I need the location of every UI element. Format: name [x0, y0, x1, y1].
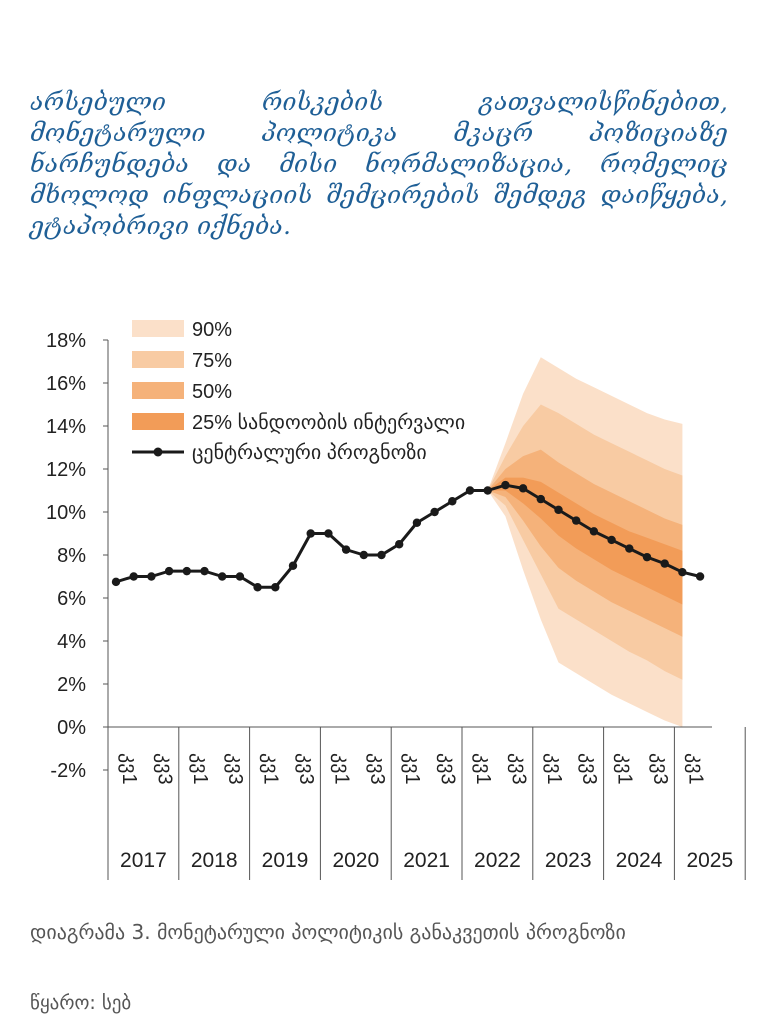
central-forecast-point [341, 545, 351, 554]
central-forecast-point [483, 486, 492, 495]
central-forecast-point [253, 583, 262, 592]
y-tick-label: 10% [46, 502, 86, 524]
central-forecast-point [324, 529, 333, 538]
quarter-label: კვ1 [684, 753, 706, 785]
year-label: 2022 [474, 849, 521, 872]
quarter-label: კვ3 [437, 753, 459, 785]
y-tick-label: 2% [57, 674, 86, 696]
year-label: 2023 [545, 849, 592, 872]
intro-paragraph: არსებული რისკების გათვალისწინებით, მონეტ… [30, 87, 728, 240]
year-label: 2017 [120, 849, 167, 872]
y-tick-label: 4% [57, 631, 86, 653]
legend-swatch [132, 320, 184, 337]
legend-swatch [132, 382, 184, 399]
y-tick-label: 18% [46, 330, 86, 352]
quarter-label: კვ3 [153, 753, 175, 785]
central-forecast-point [660, 559, 669, 568]
central-forecast-point [607, 535, 616, 545]
central-forecast-point [412, 518, 422, 527]
central-forecast-point [678, 568, 687, 577]
fan-chart: -2% 0% 2% 4% 6% 8% 10% 12% 14% 16% 18% კვ1 კვ3 2017 კვ… [46, 319, 746, 880]
year-label: 2025 [686, 849, 733, 872]
y-tick-label: -2% [50, 760, 86, 782]
y-tick-label: 8% [57, 545, 86, 567]
legend-label: 90% [192, 319, 232, 341]
quarter-label: კვ1 [189, 753, 211, 785]
legend-label: 75% [192, 350, 232, 372]
quarter-label: კვ1 [543, 753, 565, 785]
central-forecast-point [448, 497, 457, 506]
legend-swatch [132, 351, 184, 368]
year-label: 2019 [262, 849, 309, 872]
quarter-label: კვ3 [295, 753, 317, 785]
central-forecast-point [695, 572, 705, 581]
central-forecast-point [395, 540, 404, 549]
y-tick-label: 0% [57, 717, 86, 739]
legend-label: 50% [192, 381, 232, 403]
central-forecast-point [589, 527, 599, 536]
central-forecast-point [518, 484, 528, 493]
central-forecast-point [182, 566, 191, 576]
central-forecast-point [359, 550, 368, 560]
quarter-label: კვ3 [224, 753, 246, 785]
year-label: 2021 [403, 849, 450, 872]
central-forecast-point [430, 507, 439, 517]
y-tick-label: 14% [46, 416, 86, 438]
quarter-label: კვ1 [614, 753, 636, 785]
quarter-label: კვ3 [507, 753, 529, 785]
central-forecast-point [465, 486, 475, 495]
quarter-label: კვ3 [649, 753, 671, 785]
year-label: 2020 [332, 849, 379, 872]
central-forecast-series [111, 480, 705, 592]
central-forecast-point [200, 566, 209, 576]
source-note: წყარო: სებ [30, 992, 132, 1014]
central-forecast-point [306, 529, 315, 538]
central-forecast-point [164, 566, 174, 576]
central-forecast-point [572, 516, 581, 525]
chart-axes: -2% 0% 2% 4% 6% 8% 10% 12% 14% 16% 18% კვ1 კვ3 2017 კვ… [46, 330, 746, 880]
central-forecast-point [129, 572, 138, 581]
central-forecast-point [111, 577, 121, 587]
central-forecast-point [218, 572, 227, 581]
central-forecast-point [554, 505, 563, 515]
central-forecast-line [115, 483, 701, 589]
y-tick-label: 16% [46, 373, 86, 395]
legend-swatch [132, 413, 184, 430]
central-forecast-point [625, 544, 634, 553]
quarter-label: კვ3 [366, 753, 388, 785]
quarter-label: კვ1 [260, 753, 282, 785]
legend-line-marker [153, 447, 163, 457]
legend-label: 25% სანდოობის ინტერვალი [192, 412, 465, 434]
confidence-bands [487, 357, 683, 727]
y-tick-label: 12% [46, 459, 86, 481]
y-tick-label: 6% [57, 588, 86, 610]
chart-caption: დიაგრამა 3. მონეტარული პოლიტიკის განაკვე… [30, 920, 626, 944]
year-label: 2018 [191, 849, 238, 872]
central-forecast-point [536, 494, 545, 504]
central-forecast-point [271, 583, 280, 592]
quarter-label: კვ3 [578, 753, 600, 785]
central-forecast-point [147, 572, 156, 581]
legend-label: ცენტრალური პროგნოზი [192, 442, 427, 464]
central-forecast-point [501, 480, 510, 490]
year-label: 2024 [616, 849, 663, 872]
quarter-label: კვ1 [401, 753, 423, 785]
central-forecast-point [642, 552, 652, 562]
quarter-label: კვ1 [472, 753, 494, 785]
quarter-label: კვ1 [118, 753, 140, 785]
central-forecast-point [377, 550, 386, 560]
band25-area [487, 477, 683, 605]
central-forecast-point [288, 561, 298, 570]
chart-legend: 90% 75% 50% 25% სანდოობის ინტერვალი ცენტრალუ… [132, 319, 465, 464]
central-forecast-point [235, 572, 245, 581]
quarter-label: კვ1 [330, 753, 352, 785]
